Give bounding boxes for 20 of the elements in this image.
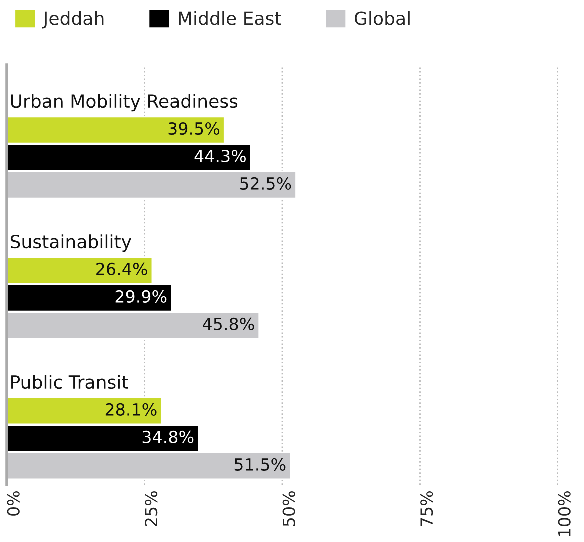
data-label: 51.5% [234,458,286,471]
x-tick-label: 75% [420,491,434,526]
y-tick-label: Public Transit [12,375,128,390]
legend-label: Global [355,11,410,26]
x-tick-label: 0% [7,491,20,516]
x-tick-label: 25% [145,491,158,526]
data-label: 29.9% [116,290,167,304]
x-tick-label: 50% [282,491,296,526]
data-label: 44.3% [194,150,246,163]
legend-label: Middle East [179,11,282,26]
x-tick-label: 100% [558,491,571,536]
data-label: 26.4% [96,262,148,276]
data-label: 45.8% [203,318,254,331]
y-tick-label: Sustainability [10,234,132,252]
data-label: 28.1% [106,403,157,416]
y-tick-label: Urban Mobility Readiness [11,94,238,112]
data-label: 52.5% [240,177,292,190]
data-label: 39.5% [168,122,220,136]
legend-label: Jeddah [42,11,104,29]
data-label: 34.8% [142,430,194,444]
